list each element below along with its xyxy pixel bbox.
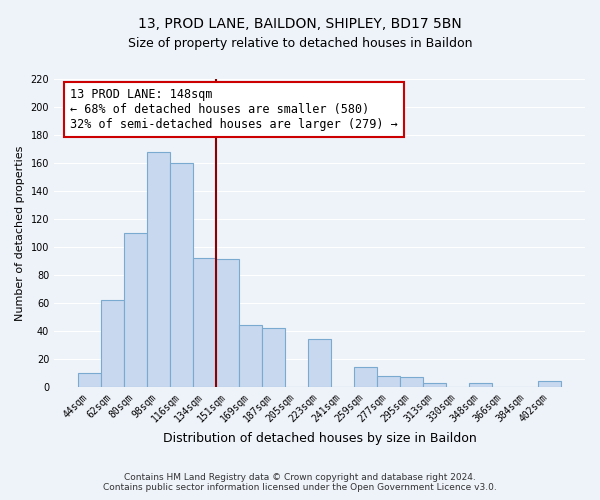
Bar	[216, 260, 239, 387]
Bar	[124, 233, 147, 387]
Bar	[538, 381, 561, 387]
Bar	[262, 328, 285, 387]
Bar	[354, 367, 377, 387]
Text: 13, PROD LANE, BAILDON, SHIPLEY, BD17 5BN: 13, PROD LANE, BAILDON, SHIPLEY, BD17 5B…	[138, 18, 462, 32]
Bar	[193, 258, 216, 387]
Bar	[101, 300, 124, 387]
Bar	[469, 382, 492, 387]
Text: 13 PROD LANE: 148sqm
← 68% of detached houses are smaller (580)
32% of semi-deta: 13 PROD LANE: 148sqm ← 68% of detached h…	[70, 88, 398, 131]
Bar	[400, 377, 423, 387]
Bar	[377, 376, 400, 387]
Bar	[170, 163, 193, 387]
Bar	[308, 339, 331, 387]
X-axis label: Distribution of detached houses by size in Baildon: Distribution of detached houses by size …	[163, 432, 476, 445]
Text: Contains HM Land Registry data © Crown copyright and database right 2024.
Contai: Contains HM Land Registry data © Crown c…	[103, 473, 497, 492]
Bar	[239, 325, 262, 387]
Bar	[423, 382, 446, 387]
Text: Size of property relative to detached houses in Baildon: Size of property relative to detached ho…	[128, 38, 472, 51]
Y-axis label: Number of detached properties: Number of detached properties	[15, 145, 25, 320]
Bar	[78, 373, 101, 387]
Bar	[147, 152, 170, 387]
